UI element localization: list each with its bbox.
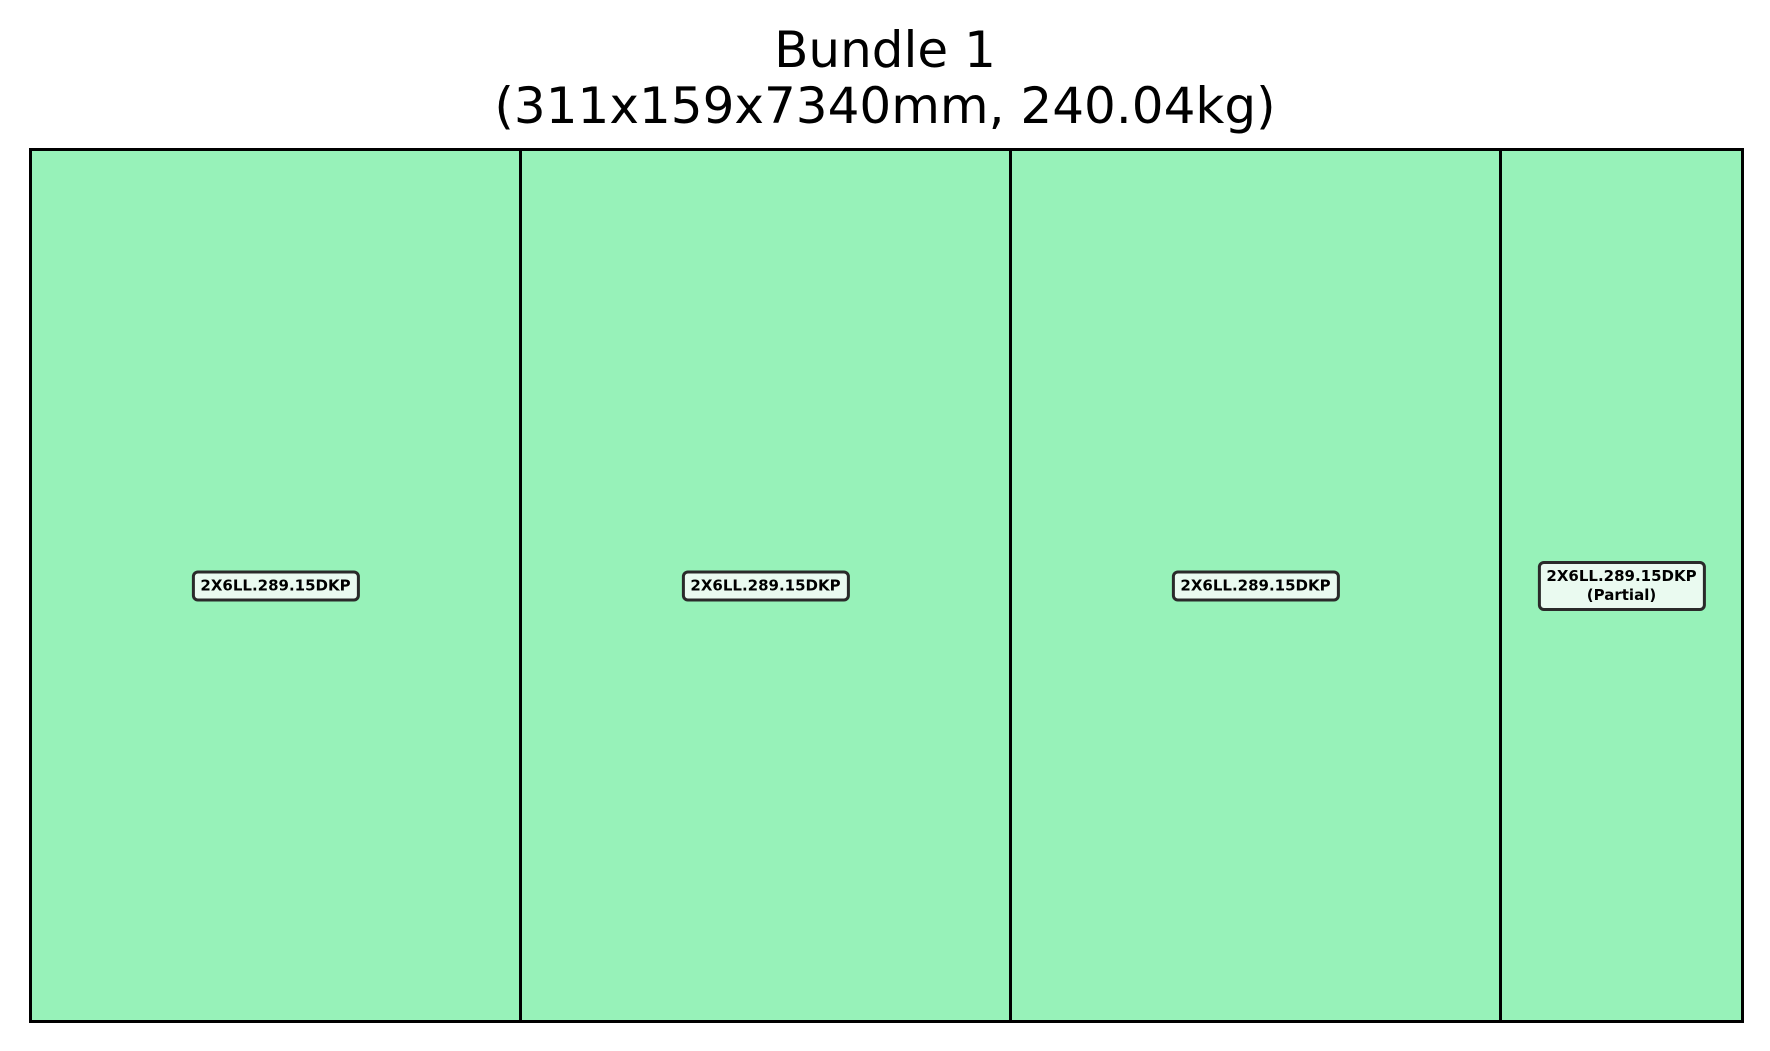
bundle-piece: 2X6LL.289.15DKP	[522, 151, 1012, 1020]
piece-partial-note: (Partial)	[1586, 585, 1657, 604]
piece-code: 2X6LL.289.15DKP	[200, 576, 351, 594]
piece-code: 2X6LL.289.15DKP	[1546, 566, 1697, 585]
piece-label: 2X6LL.289.15DKP	[191, 570, 360, 601]
diagram-title: Bundle 1 (311x159x7340mm, 240.04kg)	[0, 22, 1770, 134]
bundle-piece: 2X6LL.289.15DKP	[32, 151, 522, 1020]
bundle-piece: 2X6LL.289.15DKP	[1012, 151, 1502, 1020]
bundle-piece-partial: 2X6LL.289.15DKP (Partial)	[1502, 151, 1741, 1020]
piece-label: 2X6LL.289.15DKP	[681, 570, 850, 601]
piece-label: 2X6LL.289.15DKP (Partial)	[1537, 560, 1706, 611]
piece-code: 2X6LL.289.15DKP	[690, 576, 841, 594]
bundle-title: Bundle 1	[774, 21, 996, 79]
bundle-dimensions: (311x159x7340mm, 240.04kg)	[494, 77, 1276, 135]
piece-label: 2X6LL.289.15DKP	[1171, 570, 1340, 601]
bundle-diagram: 2X6LL.289.15DKP 2X6LL.289.15DKP 2X6LL.28…	[29, 148, 1744, 1023]
piece-code: 2X6LL.289.15DKP	[1180, 576, 1331, 594]
